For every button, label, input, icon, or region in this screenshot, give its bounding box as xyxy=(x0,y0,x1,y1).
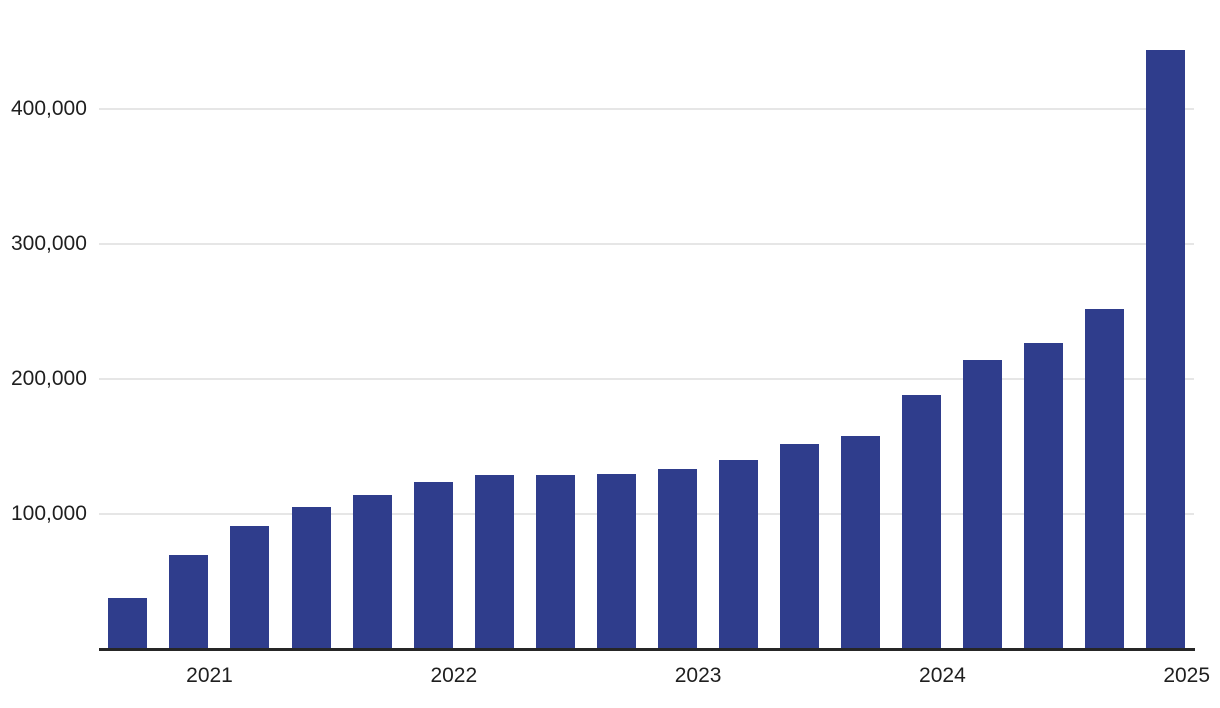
bar xyxy=(169,554,209,649)
y-tick-label: 100,000 xyxy=(11,502,87,525)
x-tick-label: 2022 xyxy=(430,664,478,687)
x-tick-label: 2023 xyxy=(674,664,722,687)
x-tick-label: 2024 xyxy=(919,664,966,687)
gridline xyxy=(99,243,1194,245)
bar xyxy=(780,443,820,649)
bar xyxy=(1085,308,1125,649)
bar xyxy=(963,360,1003,649)
bar xyxy=(596,473,636,649)
bar xyxy=(291,507,331,649)
x-tick-label: 2025 xyxy=(1163,664,1211,687)
y-tick-label: 200,000 xyxy=(11,367,87,390)
bar xyxy=(474,474,514,649)
x-axis-line xyxy=(99,648,1195,651)
gridline xyxy=(99,513,1194,515)
x-tick-label: 2021 xyxy=(186,664,233,687)
y-tick-label: 400,000 xyxy=(11,97,87,120)
bar xyxy=(719,460,758,649)
bar xyxy=(352,495,392,649)
bar xyxy=(1146,49,1186,649)
bar xyxy=(657,469,697,649)
bar xyxy=(841,435,881,649)
y-tick-label: 300,000 xyxy=(11,232,87,255)
bar xyxy=(230,526,270,649)
gridline xyxy=(99,378,1194,380)
bar xyxy=(108,597,148,649)
bar xyxy=(1024,342,1064,649)
bar xyxy=(535,474,575,649)
bar xyxy=(902,395,942,649)
bar xyxy=(413,481,453,649)
gridline xyxy=(99,108,1194,110)
